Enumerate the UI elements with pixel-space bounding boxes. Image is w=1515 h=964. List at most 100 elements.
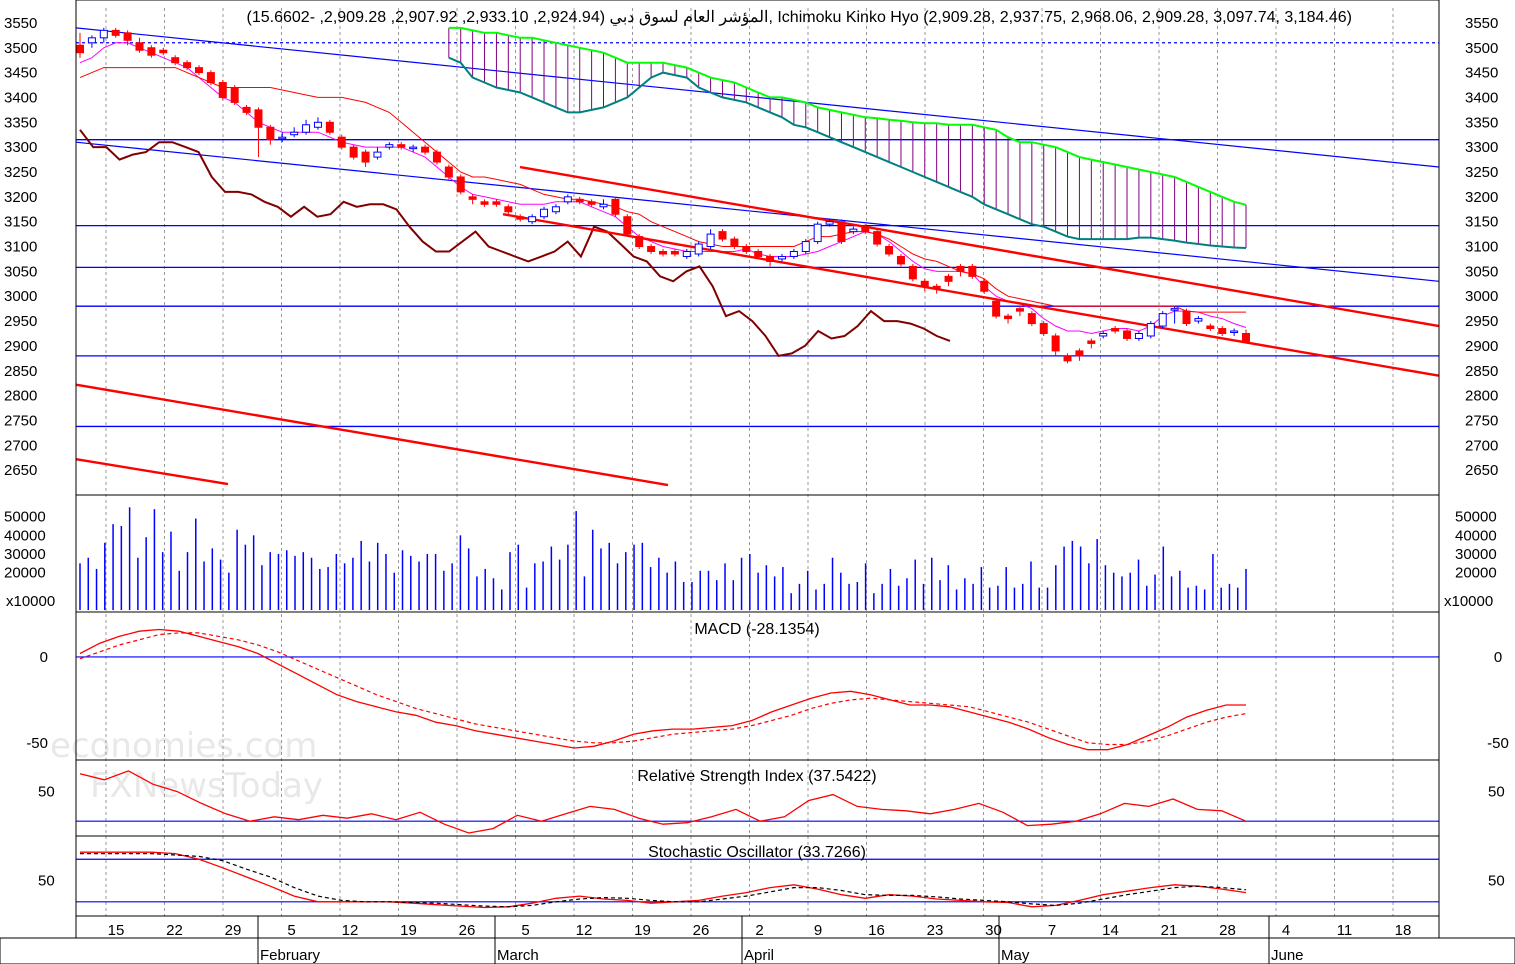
price-tick-left: 2700 xyxy=(4,437,37,454)
candle-body xyxy=(1099,332,1108,337)
volume-tick-right: 20000 xyxy=(1455,565,1497,582)
x-tick-label: 5 xyxy=(287,922,295,939)
price-tick-right: 3550 xyxy=(1465,15,1498,32)
price-tick-left: 2800 xyxy=(4,388,37,405)
x-tick-label: 19 xyxy=(400,922,417,939)
volume-multiplier-right: x10000 xyxy=(1444,593,1493,610)
price-tick-left: 3250 xyxy=(4,164,37,181)
candle-body xyxy=(1230,330,1239,334)
month-label: June xyxy=(1271,947,1304,964)
rsi-title: Relative Strength Index (37.5422) xyxy=(637,768,876,785)
candle-body xyxy=(1194,318,1203,322)
price-tick-right: 2950 xyxy=(1465,313,1498,330)
candle-body xyxy=(111,29,120,36)
watermark-economies: economies.com xyxy=(50,726,317,766)
candle-body xyxy=(896,255,905,265)
price-tick-right: 3300 xyxy=(1465,139,1498,156)
candle-body xyxy=(920,280,929,287)
candle-body xyxy=(373,151,382,158)
price-tick-left: 3200 xyxy=(4,189,37,206)
volume-bars xyxy=(79,507,1247,610)
candle-body xyxy=(171,57,180,64)
price-tick-left: 2950 xyxy=(4,313,37,330)
candle-body xyxy=(1182,310,1191,325)
candle-body xyxy=(1039,323,1048,334)
x-tick-label: 4 xyxy=(1282,922,1290,939)
stoch-d-line xyxy=(80,853,1247,908)
price-tick-left: 3500 xyxy=(4,40,37,57)
candle-body xyxy=(968,265,977,277)
month-axis-frame xyxy=(0,937,1515,964)
x-tick-label: 26 xyxy=(693,922,710,939)
month-label: April xyxy=(744,947,774,964)
candle-body xyxy=(242,106,251,113)
volume-multiplier-left: x10000 xyxy=(6,593,55,610)
grid-lines xyxy=(105,8,1394,916)
candle-body xyxy=(206,72,215,84)
price-tick-left: 3000 xyxy=(4,288,37,305)
candle-body xyxy=(230,87,239,103)
volume-tick-left: 40000 xyxy=(4,527,46,544)
candle-body xyxy=(492,201,501,205)
price-tick-right: 3500 xyxy=(1465,40,1498,57)
chart-title: المؤشر العام لسوق دبي (2,924.94, 2,933.1… xyxy=(247,9,1352,26)
candle-body xyxy=(837,221,846,243)
candle-body xyxy=(1123,330,1132,339)
x-tick-label: 21 xyxy=(1161,922,1178,939)
x-tick-label: 18 xyxy=(1395,922,1412,939)
stoch-tick-right: 50 xyxy=(1488,873,1505,890)
macd-tick-left: 0 xyxy=(40,649,48,666)
candle-body xyxy=(647,246,656,252)
candle-body xyxy=(123,32,132,41)
axis-labels: 3550 3550 3500 3500 3450 3450 3400 3400 3350 3350… xyxy=(4,15,1509,964)
candle-body xyxy=(504,206,513,213)
candle-body xyxy=(754,251,763,257)
x-tick-label: 12 xyxy=(342,922,359,939)
candle-body xyxy=(992,300,1001,317)
candle-body xyxy=(290,131,299,136)
x-tick-label: 7 xyxy=(1048,922,1056,939)
candle-body xyxy=(659,251,667,255)
x-tick-label: 19 xyxy=(634,922,651,939)
volume-tick-left: 20000 xyxy=(4,565,46,582)
candle-body xyxy=(706,233,715,248)
candle-body xyxy=(1063,355,1072,362)
candle-body xyxy=(325,121,334,133)
month-label: May xyxy=(1001,947,1030,964)
candle-body xyxy=(873,231,882,245)
candle-body xyxy=(849,228,858,233)
candle-body xyxy=(397,144,406,148)
price-tick-left: 3050 xyxy=(4,263,37,280)
candle-body xyxy=(266,126,275,141)
channel-line-lower xyxy=(75,141,1440,282)
candle-body xyxy=(861,226,870,233)
candle-body xyxy=(670,251,679,255)
price-tick-right: 3450 xyxy=(1465,65,1498,82)
candle-body xyxy=(456,176,465,193)
macd-tick-right: -50 xyxy=(1487,735,1509,752)
candle-body xyxy=(742,246,751,252)
x-tick-label: 9 xyxy=(814,922,822,939)
x-tick-label: 29 xyxy=(225,922,242,939)
price-tick-right: 2650 xyxy=(1465,462,1498,479)
candle-body xyxy=(980,280,989,292)
candle-body xyxy=(611,198,620,215)
candle-body xyxy=(516,216,525,220)
x-tick-label: 12 xyxy=(576,922,593,939)
price-tick-right: 3350 xyxy=(1465,114,1498,131)
candle-body xyxy=(599,203,608,208)
watermark-fxnewstoday: FXNewsToday xyxy=(90,766,323,806)
price-tick-left: 3550 xyxy=(4,15,37,32)
x-tick-label: 14 xyxy=(1102,922,1119,939)
candle-body xyxy=(944,275,953,282)
chikou-span xyxy=(79,129,951,358)
macd-panel: MACD (-28.1354) xyxy=(76,621,1439,751)
candle-body xyxy=(587,201,596,205)
senkou-span-a xyxy=(448,26,1247,206)
candle-body xyxy=(468,196,477,200)
candle-body xyxy=(87,37,96,44)
candle-body xyxy=(777,255,786,260)
candle-body xyxy=(789,251,798,257)
candle-body xyxy=(183,62,192,69)
stoch-tick-left: 50 xyxy=(38,873,55,890)
